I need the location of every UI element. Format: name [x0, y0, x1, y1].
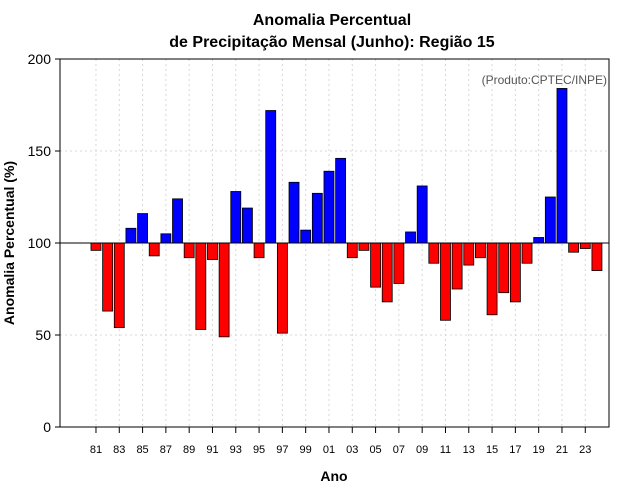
x-tick-label: 07	[393, 444, 405, 456]
x-tick-label: 89	[183, 444, 195, 456]
x-tick-label: 13	[463, 444, 475, 456]
x-axis-label: Ano	[320, 468, 347, 484]
x-tick-label: 93	[230, 444, 242, 456]
grid-layer	[60, 58, 609, 428]
x-tick-label: 09	[416, 444, 428, 456]
bar-2005	[370, 242, 381, 288]
bar-2015	[486, 242, 498, 316]
credit-label: (Produto:CPTEC/INPE)	[482, 73, 607, 87]
x-tick-label: 95	[253, 444, 265, 456]
y-tick-label: 200	[28, 51, 52, 67]
bar-2014	[475, 242, 486, 259]
x-tick-label: 17	[509, 444, 521, 456]
bar-2002	[335, 157, 347, 244]
x-tick-label: 23	[579, 444, 591, 456]
y-tick-label: 0	[43, 419, 51, 435]
bar-2006	[381, 242, 393, 303]
bar-2020	[544, 196, 556, 244]
bar-2011	[440, 242, 451, 321]
bar-2004	[358, 242, 370, 251]
bar-2021	[556, 88, 568, 244]
bar-1995	[253, 242, 265, 259]
bar-1992	[218, 242, 230, 338]
x-tick-label: 87	[160, 444, 172, 456]
x-tick-label: 99	[300, 444, 312, 456]
bar-2013	[463, 242, 475, 266]
x-tick-label: 05	[369, 444, 381, 456]
x-tick-label: 81	[90, 444, 102, 456]
x-tick-label: 15	[486, 444, 498, 456]
chart-title-line-1: Anomalia Percentual	[253, 12, 411, 29]
bar-2019	[533, 237, 545, 244]
y-tick-label: 100	[28, 235, 52, 251]
bar-2003	[346, 242, 358, 259]
bar-1989	[183, 242, 195, 259]
x-tick-label: 97	[276, 444, 288, 456]
x-tick-label: 01	[323, 444, 335, 456]
bar-1997	[276, 242, 288, 334]
bar-2017	[509, 242, 521, 303]
bar-2010	[428, 242, 440, 264]
bar-1988	[172, 198, 183, 244]
bar-1987	[160, 233, 172, 244]
bar-2001	[323, 170, 335, 244]
bars-layer	[90, 88, 603, 338]
bar-2024	[591, 242, 603, 272]
x-tick-label: 83	[113, 444, 125, 456]
y-axis-ticks: 0 50 100 150 200	[28, 51, 60, 435]
y-tick-label: 50	[35, 327, 51, 343]
chart-title-line-2: de Precipitação Mensal (Junho): Região 1…	[169, 34, 495, 51]
x-tick-label: 85	[136, 444, 148, 456]
bar-1998	[288, 181, 300, 244]
bar-2018	[521, 242, 533, 264]
bar-2016	[498, 242, 510, 294]
bar-1982	[102, 242, 114, 312]
bar-2009	[416, 185, 428, 244]
bar-2000	[311, 192, 323, 244]
x-tick-label: 11	[440, 444, 451, 456]
x-tick-label: 21	[556, 444, 568, 456]
bar-1994	[242, 207, 253, 244]
bar-1991	[207, 242, 218, 260]
x-tick-label: 03	[346, 444, 358, 456]
bar-1996	[265, 110, 277, 244]
bar-2022	[568, 242, 580, 253]
bar-2007	[393, 242, 405, 284]
bar-1999	[300, 229, 312, 244]
y-axis-label: Anomalia Percentual (%)	[1, 161, 17, 325]
bar-2023	[579, 242, 591, 249]
bar-2012	[451, 242, 463, 290]
y-tick-label: 150	[28, 143, 52, 159]
bar-1993	[230, 191, 242, 244]
bar-1990	[195, 242, 207, 330]
x-tick-label: 19	[533, 444, 545, 456]
bar-1981	[90, 242, 102, 251]
x-axis-ticks: 81 83 85 87 89 91 93 95 97 99 01 03 05 07 09 11 13 15 17 19…	[90, 427, 591, 456]
bar-2008	[405, 231, 416, 244]
bar-1983	[113, 242, 125, 329]
x-tick-label: 91	[206, 444, 218, 456]
bar-1984	[125, 227, 137, 244]
bar-1986	[148, 242, 160, 257]
bar-1985	[137, 213, 148, 244]
